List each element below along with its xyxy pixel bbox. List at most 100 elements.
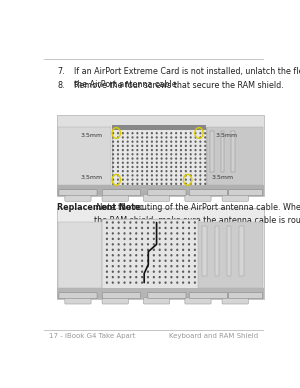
Circle shape (190, 162, 191, 163)
Circle shape (194, 282, 195, 283)
Circle shape (132, 175, 133, 176)
Circle shape (156, 141, 157, 142)
Circle shape (200, 141, 201, 142)
Text: Note the routing of the AirPort antenna cable. When reinstalling
the RAM shield,: Note the routing of the AirPort antenna … (94, 203, 300, 237)
Circle shape (156, 162, 157, 163)
Circle shape (118, 277, 119, 278)
Circle shape (153, 233, 154, 234)
Circle shape (171, 162, 172, 163)
Circle shape (171, 141, 172, 142)
Circle shape (112, 282, 113, 283)
Circle shape (132, 154, 133, 155)
FancyBboxPatch shape (102, 190, 140, 196)
Circle shape (130, 266, 131, 267)
Circle shape (153, 227, 154, 229)
Circle shape (205, 179, 206, 180)
Circle shape (177, 266, 178, 267)
Circle shape (166, 154, 167, 155)
Circle shape (185, 158, 186, 159)
Circle shape (112, 277, 113, 278)
Circle shape (195, 150, 196, 151)
Circle shape (137, 154, 138, 155)
Text: 3.5mm: 3.5mm (80, 175, 103, 180)
Circle shape (166, 150, 167, 151)
Circle shape (118, 260, 119, 261)
Circle shape (171, 179, 172, 180)
Circle shape (118, 238, 119, 239)
Circle shape (171, 238, 172, 239)
Circle shape (195, 154, 196, 155)
Circle shape (112, 255, 113, 256)
Circle shape (124, 227, 125, 229)
Circle shape (132, 166, 133, 167)
Circle shape (106, 238, 107, 239)
FancyBboxPatch shape (57, 208, 264, 299)
Circle shape (153, 282, 154, 283)
Circle shape (190, 137, 191, 138)
Circle shape (200, 166, 201, 167)
FancyBboxPatch shape (143, 195, 170, 201)
Circle shape (153, 260, 154, 261)
FancyBboxPatch shape (102, 195, 128, 201)
Circle shape (161, 154, 162, 155)
FancyBboxPatch shape (57, 185, 264, 196)
Circle shape (156, 166, 157, 167)
FancyBboxPatch shape (143, 298, 170, 304)
FancyBboxPatch shape (185, 298, 211, 304)
Circle shape (127, 137, 128, 138)
Circle shape (165, 233, 166, 234)
Circle shape (171, 222, 172, 223)
Circle shape (185, 179, 186, 180)
FancyBboxPatch shape (221, 132, 224, 172)
Circle shape (161, 137, 162, 138)
Circle shape (171, 175, 172, 176)
Circle shape (171, 150, 172, 151)
Circle shape (183, 249, 184, 250)
Circle shape (124, 255, 125, 256)
Circle shape (106, 249, 107, 250)
Circle shape (130, 260, 131, 261)
Circle shape (200, 179, 201, 180)
Circle shape (161, 141, 162, 142)
Circle shape (118, 266, 119, 267)
Circle shape (118, 222, 119, 223)
Circle shape (194, 222, 195, 223)
FancyBboxPatch shape (148, 190, 186, 196)
Circle shape (122, 166, 123, 167)
Circle shape (122, 175, 123, 176)
Circle shape (200, 128, 201, 130)
Circle shape (166, 158, 167, 159)
Circle shape (200, 158, 201, 159)
Circle shape (195, 175, 196, 176)
Circle shape (153, 266, 154, 267)
Circle shape (137, 137, 138, 138)
Circle shape (159, 249, 160, 250)
Circle shape (122, 179, 123, 180)
Circle shape (130, 222, 131, 223)
Circle shape (124, 233, 125, 234)
Circle shape (183, 271, 184, 272)
Text: 3.5mm: 3.5mm (80, 133, 103, 138)
FancyBboxPatch shape (58, 222, 103, 288)
Circle shape (153, 277, 154, 278)
Circle shape (195, 162, 196, 163)
Circle shape (156, 128, 157, 130)
Circle shape (161, 175, 162, 176)
Circle shape (177, 271, 178, 272)
FancyBboxPatch shape (112, 125, 206, 130)
Text: 3.5mm: 3.5mm (216, 133, 238, 138)
Circle shape (166, 179, 167, 180)
Circle shape (194, 277, 195, 278)
Circle shape (159, 255, 160, 256)
Circle shape (106, 266, 107, 267)
Circle shape (194, 238, 195, 239)
FancyBboxPatch shape (229, 190, 262, 196)
Circle shape (112, 266, 113, 267)
FancyBboxPatch shape (65, 298, 91, 304)
Circle shape (177, 238, 178, 239)
Circle shape (161, 158, 162, 159)
Circle shape (166, 166, 167, 167)
Circle shape (171, 227, 172, 229)
Circle shape (124, 271, 125, 272)
Circle shape (127, 128, 128, 130)
